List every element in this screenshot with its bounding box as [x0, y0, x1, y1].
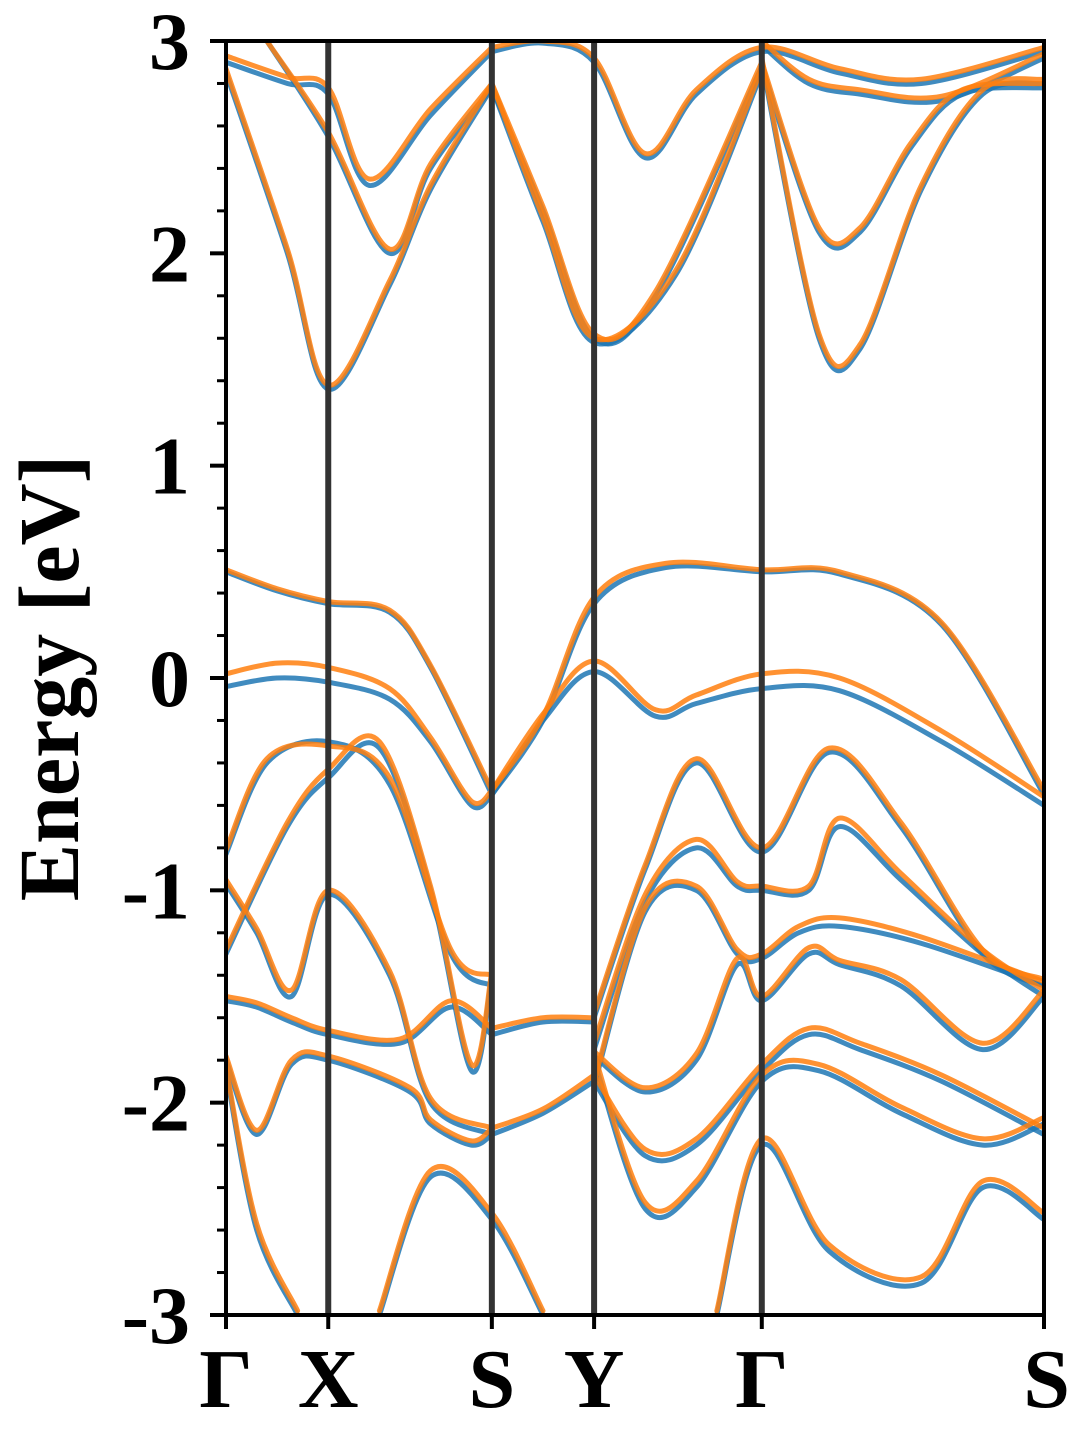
band-line-series-2-10: [591, 878, 1044, 1084]
band-line-series-1-10: [591, 882, 1044, 1089]
y-axis: -3 -2 -1 0 1 2 3: [122, 0, 226, 1361]
band-line-series-1-3: [226, 675, 495, 811]
band-line-series-1-20: [714, 1141, 1044, 1315]
y-axis-title: Energy [eV]: [1, 455, 97, 902]
x-tick-label: S: [1023, 1333, 1070, 1426]
band-line-series-1-16: [591, 1031, 1044, 1164]
x-tick-label: X: [298, 1333, 359, 1426]
band-line-series-1-28: [759, 59, 1044, 374]
band-line-series-1-15: [489, 1078, 597, 1137]
x-tick-label: Y: [564, 1333, 625, 1426]
band-line-series-2-7: [226, 733, 495, 1069]
band-line-series-1-12: [489, 1018, 597, 1038]
y-tick-label: -3: [122, 1270, 190, 1361]
y-tick-label: -2: [122, 1058, 190, 1149]
band-line-series-2-28: [759, 55, 1044, 369]
band-line-series-1-14: [226, 1053, 495, 1148]
x-tick-label: Γ: [735, 1333, 788, 1426]
band-line-series-2-23: [264, 41, 495, 252]
y-tick-label: -1: [122, 845, 190, 936]
band-line-series-2-26: [489, 41, 1044, 157]
band-line-series-2-25: [489, 66, 765, 343]
band-line-series-1-8: [591, 824, 1044, 1053]
band-line-series-2-11: [226, 994, 495, 1043]
band-line-series-2-13: [591, 943, 1044, 1091]
band-line-series-2-17: [591, 1051, 1044, 1214]
y-tick-label: 1: [149, 421, 190, 512]
band-line-series-1-26: [489, 41, 1044, 161]
x-tick-label: S: [468, 1333, 515, 1426]
y-tick-label: 0: [149, 633, 190, 724]
band-line-series-1-19: [376, 1170, 546, 1315]
band-line-series-2-3: [226, 660, 495, 806]
band-line-series-2-6: [591, 745, 1044, 1016]
band-line-series-2-19: [376, 1164, 546, 1314]
band-line-series-2-18: [226, 1064, 301, 1314]
band-line-series-2-14: [226, 1049, 495, 1144]
band-line-series-2-15: [489, 1072, 597, 1131]
band-line-series-2-21: [226, 44, 495, 182]
band-line-series-2-22: [226, 66, 495, 388]
y-tick-label: 3: [149, 0, 190, 87]
bands-layer: [226, 41, 1044, 1315]
band-line-series-1-13: [591, 949, 1044, 1095]
band-line-series-1-24: [489, 64, 765, 347]
band-line-series-1-17: [591, 1057, 1044, 1221]
band-line-series-2-29: [759, 41, 1044, 101]
band-line-series-2-5: [226, 741, 495, 978]
high-symmetry-lines: [325, 41, 765, 1315]
band-line-series-2-16: [591, 1025, 1044, 1157]
band-line-series-1-23: [264, 41, 495, 256]
band-line-series-2-20: [714, 1135, 1044, 1314]
band-line-series-2-4: [489, 658, 1044, 800]
x-tick-label: Γ: [199, 1333, 252, 1426]
band-line-series-1-25: [489, 70, 765, 347]
band-line-series-2-12: [489, 1014, 597, 1031]
band-line-series-1-18: [226, 1068, 301, 1315]
y-tick-label: 2: [149, 208, 190, 299]
band-line-series-1-7: [226, 740, 495, 1075]
band-line-series-2-2: [489, 559, 1044, 793]
band-line-series-1-4: [489, 669, 1044, 808]
band-line-series-2-8: [591, 815, 1044, 1046]
band-line-series-2-1: [226, 567, 495, 793]
